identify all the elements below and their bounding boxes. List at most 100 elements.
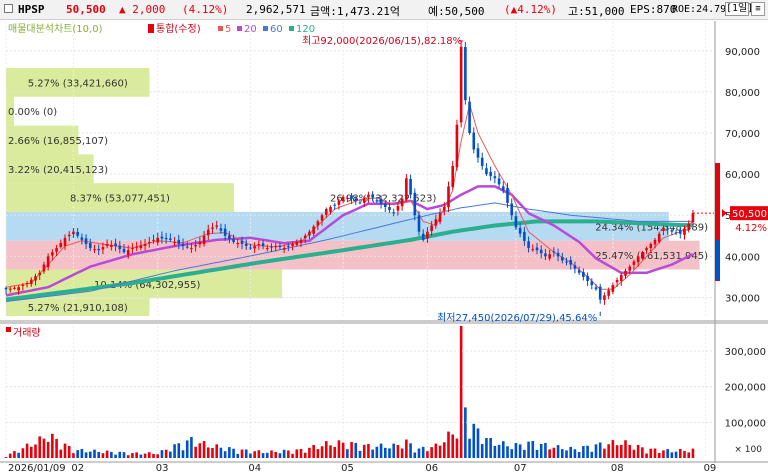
volume-bar xyxy=(282,449,286,458)
volume-bar xyxy=(139,454,143,458)
candle-body xyxy=(320,215,324,221)
candle-body xyxy=(228,235,231,239)
legend-ma-swatch xyxy=(218,26,223,31)
volume-bar xyxy=(497,444,501,458)
candle-body xyxy=(160,236,164,239)
volume-bar xyxy=(240,449,244,458)
candle-body xyxy=(598,286,602,300)
symbol-checkbox[interactable] xyxy=(4,4,13,13)
candle-body xyxy=(607,290,610,296)
volume-bar xyxy=(383,447,387,458)
candle-body xyxy=(143,244,147,246)
volume-bar xyxy=(219,447,223,458)
candle-body xyxy=(253,246,256,249)
candle-body xyxy=(362,198,366,203)
volume-bar xyxy=(590,451,594,458)
candle-body xyxy=(67,234,71,237)
price-tick-label: 90,000 xyxy=(725,47,760,58)
volume-bar xyxy=(135,452,138,458)
volume-bar xyxy=(405,439,408,458)
volume-bar xyxy=(594,444,598,458)
candle-body xyxy=(426,231,429,239)
volume-profile-bar xyxy=(6,154,94,184)
volume-bar xyxy=(548,449,551,458)
candle-body xyxy=(586,275,589,281)
volume-bar xyxy=(257,450,261,458)
candle-body xyxy=(430,225,433,232)
trade-amount: 금액:1,473.21억 xyxy=(310,5,400,18)
volume-bar xyxy=(291,453,294,458)
volume-bar xyxy=(472,423,476,458)
volume-bar xyxy=(379,443,383,458)
volume-bar xyxy=(181,450,185,458)
candle-body xyxy=(299,239,303,244)
candle-body xyxy=(169,238,172,240)
volume-bar xyxy=(261,453,265,458)
volume-bar xyxy=(586,445,589,458)
candle-body xyxy=(464,47,467,101)
current-price-pointer xyxy=(722,209,727,218)
volume-bar xyxy=(244,449,248,458)
candle-body xyxy=(135,246,138,248)
price-tick-label: 30,000 xyxy=(725,293,760,304)
candle-body xyxy=(590,281,594,286)
candle-body xyxy=(388,206,391,211)
date-tick-label: 09 xyxy=(704,463,717,474)
volume-bar xyxy=(400,448,404,458)
volume-bar xyxy=(211,448,214,458)
symbol-name: HPSP xyxy=(18,3,45,16)
candle-body xyxy=(316,221,320,226)
candle-body xyxy=(223,228,227,236)
legend-ma-swatch xyxy=(263,26,268,31)
volume-bar xyxy=(367,443,370,458)
current-change-label: 4.12% xyxy=(735,223,767,234)
volume-tick-label: 100,000 xyxy=(725,418,766,429)
candle-body xyxy=(632,261,636,265)
high-annotation: 최고92,000(2026/06/15),82.18% xyxy=(302,35,462,47)
current-price: 50,500 xyxy=(66,3,106,16)
volume-bar xyxy=(202,441,206,458)
candle-body xyxy=(480,157,484,166)
volume-bar xyxy=(577,451,581,458)
volume-bar xyxy=(253,451,256,458)
candle-body xyxy=(413,192,417,216)
candle-body xyxy=(257,244,261,245)
volume-bar xyxy=(17,452,20,458)
volume-bar xyxy=(4,457,8,458)
volume-bar xyxy=(560,449,564,458)
candle-body xyxy=(400,198,404,207)
price-tick-label: 70,000 xyxy=(725,129,760,140)
volume-bar xyxy=(265,452,269,458)
volume-bar xyxy=(34,444,37,458)
volume-bar xyxy=(421,446,425,458)
volume-bar xyxy=(632,449,636,458)
volume-profile-label: 26.98% (32,322,523) xyxy=(330,194,436,205)
candle-body xyxy=(514,216,518,228)
volume-bar xyxy=(544,442,547,458)
eps-value: EPS:870 xyxy=(630,3,677,16)
volume-bar xyxy=(674,451,678,458)
volume-bar xyxy=(687,452,691,458)
candle-body xyxy=(523,231,526,241)
moving-average-20 xyxy=(5,185,694,297)
volume-profile-bar xyxy=(6,96,14,126)
volume-bar xyxy=(392,443,396,458)
volume-bar xyxy=(84,452,88,458)
candle-body xyxy=(518,227,522,234)
price-change: ▲ 2,000 xyxy=(119,3,166,16)
candle-body xyxy=(63,237,67,246)
candle-body xyxy=(177,239,181,244)
legend-ma-5: 5 xyxy=(225,24,231,35)
candle-body xyxy=(308,231,311,236)
volume-bar xyxy=(131,453,134,458)
volume-bar xyxy=(662,450,665,458)
legend-ma-120: 120 xyxy=(296,24,315,35)
volume-bar xyxy=(531,441,535,458)
period-selector-button[interactable]: [1일] xyxy=(725,2,754,16)
candle-body xyxy=(164,238,168,240)
candle-body xyxy=(59,242,63,248)
legend-candle-swatch xyxy=(148,24,154,33)
candle-body xyxy=(358,202,362,204)
menu-icon[interactable]: ≡ xyxy=(751,2,765,16)
